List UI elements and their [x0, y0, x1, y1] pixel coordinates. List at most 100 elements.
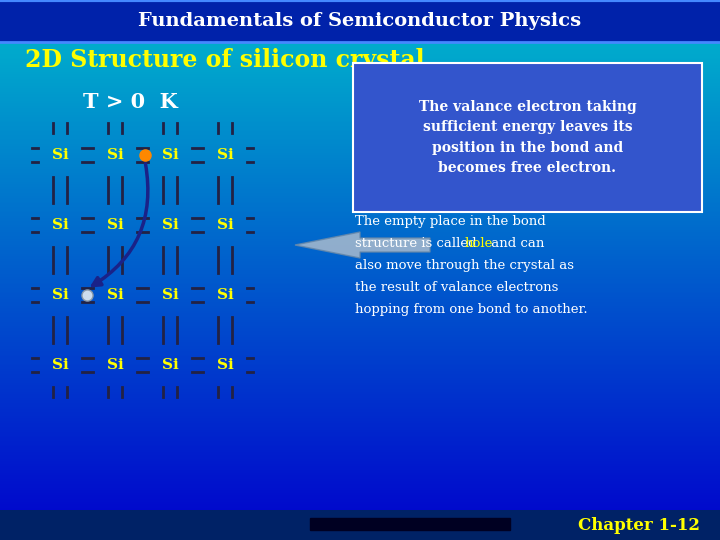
Polygon shape — [0, 151, 720, 153]
Polygon shape — [0, 221, 720, 223]
Polygon shape — [0, 166, 720, 167]
Polygon shape — [0, 81, 720, 83]
Polygon shape — [0, 490, 720, 491]
Polygon shape — [0, 401, 720, 403]
Polygon shape — [0, 520, 720, 522]
Polygon shape — [0, 417, 720, 420]
Polygon shape — [0, 2, 720, 4]
Polygon shape — [0, 104, 720, 106]
Polygon shape — [0, 524, 720, 525]
Polygon shape — [0, 425, 720, 427]
Text: Si: Si — [107, 358, 123, 372]
Polygon shape — [0, 340, 720, 342]
Polygon shape — [0, 299, 720, 301]
Polygon shape — [0, 308, 720, 309]
Polygon shape — [0, 120, 720, 123]
Polygon shape — [0, 123, 720, 124]
Polygon shape — [0, 93, 720, 96]
Polygon shape — [0, 61, 720, 63]
Polygon shape — [0, 200, 720, 201]
Polygon shape — [0, 450, 720, 452]
Polygon shape — [0, 468, 720, 470]
Polygon shape — [0, 72, 720, 74]
Text: Si: Si — [107, 148, 123, 162]
Polygon shape — [0, 266, 720, 268]
Polygon shape — [0, 79, 720, 81]
Polygon shape — [0, 223, 720, 225]
Polygon shape — [0, 11, 720, 12]
Polygon shape — [0, 531, 720, 533]
Polygon shape — [0, 255, 720, 258]
Polygon shape — [0, 178, 720, 180]
Text: Si: Si — [161, 218, 179, 232]
Polygon shape — [0, 110, 720, 112]
Polygon shape — [0, 358, 720, 360]
Polygon shape — [0, 493, 720, 495]
Polygon shape — [0, 312, 720, 313]
Polygon shape — [0, 279, 720, 281]
Polygon shape — [0, 394, 720, 396]
Polygon shape — [0, 43, 720, 45]
Polygon shape — [0, 396, 720, 398]
Polygon shape — [0, 218, 720, 220]
Polygon shape — [0, 119, 720, 120]
Polygon shape — [0, 517, 720, 518]
Polygon shape — [0, 374, 720, 376]
Polygon shape — [0, 157, 720, 158]
Polygon shape — [0, 99, 720, 101]
Polygon shape — [0, 171, 720, 173]
Text: Si: Si — [161, 288, 179, 302]
Polygon shape — [0, 304, 720, 306]
Polygon shape — [0, 268, 720, 270]
Polygon shape — [0, 0, 720, 42]
Polygon shape — [0, 373, 720, 374]
Polygon shape — [0, 511, 720, 513]
Text: Chapter 1-12: Chapter 1-12 — [578, 516, 700, 534]
Polygon shape — [0, 430, 720, 432]
Polygon shape — [0, 173, 720, 174]
Polygon shape — [0, 366, 720, 367]
Polygon shape — [0, 77, 720, 79]
Polygon shape — [0, 297, 720, 299]
Polygon shape — [0, 448, 720, 450]
Polygon shape — [0, 185, 720, 187]
Polygon shape — [0, 70, 720, 72]
Polygon shape — [0, 486, 720, 488]
Polygon shape — [0, 506, 720, 508]
Polygon shape — [0, 322, 720, 324]
Text: Si: Si — [217, 218, 233, 232]
Polygon shape — [0, 85, 720, 86]
Polygon shape — [0, 174, 720, 177]
Polygon shape — [0, 482, 720, 484]
Text: Si: Si — [52, 148, 68, 162]
Polygon shape — [0, 454, 720, 455]
Polygon shape — [0, 475, 720, 477]
Polygon shape — [0, 137, 720, 139]
Polygon shape — [0, 389, 720, 390]
Polygon shape — [0, 353, 720, 355]
Polygon shape — [0, 245, 720, 247]
Polygon shape — [0, 131, 720, 133]
Polygon shape — [0, 525, 720, 528]
Polygon shape — [0, 86, 720, 88]
Polygon shape — [0, 205, 720, 207]
Polygon shape — [0, 355, 720, 356]
Polygon shape — [0, 518, 720, 520]
Polygon shape — [0, 101, 720, 103]
Polygon shape — [0, 250, 720, 252]
Polygon shape — [0, 317, 720, 319]
Polygon shape — [0, 409, 720, 410]
Polygon shape — [0, 238, 720, 239]
Polygon shape — [0, 261, 720, 263]
Polygon shape — [0, 306, 720, 308]
Polygon shape — [0, 513, 720, 515]
Polygon shape — [0, 470, 720, 471]
Polygon shape — [0, 443, 720, 444]
Polygon shape — [0, 484, 720, 486]
Text: Fundamentals of Semiconductor Physics: Fundamentals of Semiconductor Physics — [138, 12, 582, 30]
Polygon shape — [0, 474, 720, 475]
Polygon shape — [0, 502, 720, 504]
Text: structure is called: structure is called — [355, 237, 481, 250]
Text: Si: Si — [107, 218, 123, 232]
FancyBboxPatch shape — [353, 63, 702, 212]
